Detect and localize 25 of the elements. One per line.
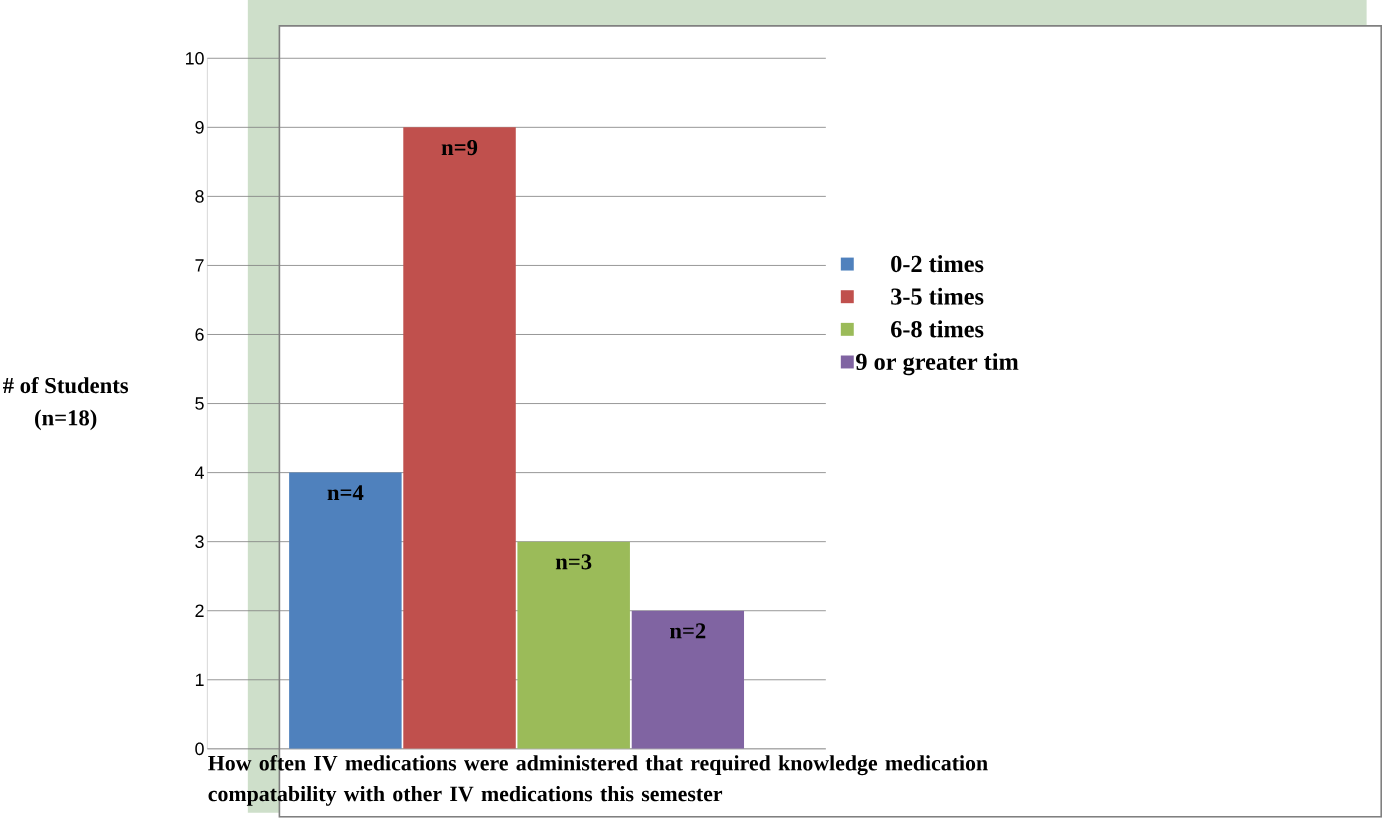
data-label: n=4 [327,485,364,501]
y-tick-label: 10 [186,52,204,65]
y-tick-label: 3 [195,535,204,549]
legend-label: 6-8 times [891,320,984,338]
legend-label: 9 or greater tim [856,353,1019,376]
x-axis-title: How often IV medications were administered that required knowledge medication compatability with other IV medications this semester [208,755,988,806]
y-tick-label: 0 [195,742,204,756]
data-label: n=2 [670,623,706,639]
y-tick-label: 8 [195,190,204,203]
y-tick-label: 6 [195,328,204,341]
data-label: n=9 [441,140,478,156]
bar [517,541,630,749]
bar [289,472,402,749]
y-axis-title: # of Students (n=18) [3,377,129,431]
legend-label: 3-5 times [891,287,984,305]
y-tick-label: 1 [195,673,204,687]
data-label: n=3 [555,554,592,570]
bar [631,610,745,749]
y-tick-label: 4 [194,466,204,479]
y-tick-label: 7 [195,259,204,272]
y-tick-label: 2 [195,604,204,618]
y-tick-label: 5 [195,397,204,410]
legend-label: 0-2 times [891,255,984,273]
bar [403,127,516,749]
y-tick-label: 9 [195,121,204,134]
